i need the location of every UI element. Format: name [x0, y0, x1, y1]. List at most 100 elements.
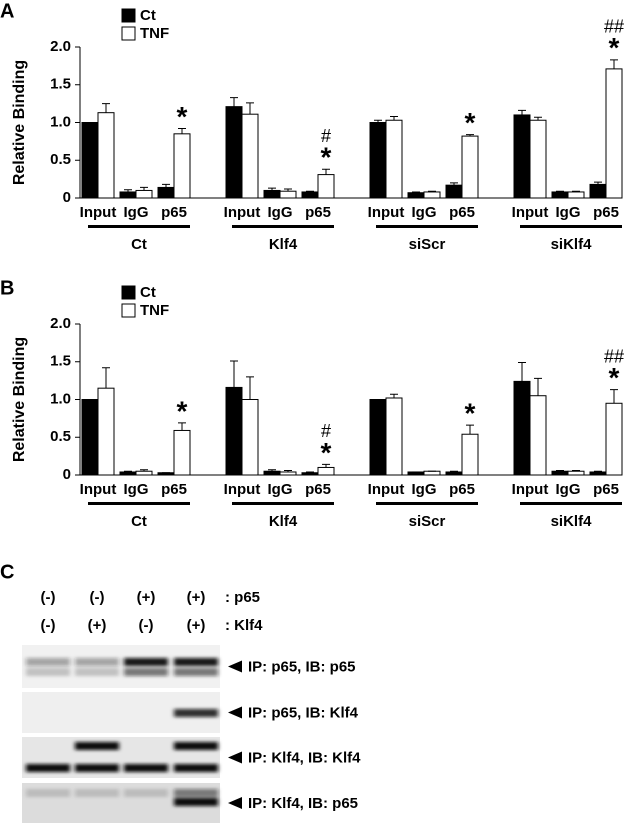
- bar: [423, 191, 441, 199]
- x-tick-label: IgG: [268, 204, 293, 221]
- error-bar: [178, 422, 186, 431]
- bar: [135, 470, 153, 476]
- y-axis-label: Relative Binding: [11, 337, 28, 462]
- group-label: siKlf4: [551, 236, 593, 253]
- x-tick-label: Input: [512, 481, 549, 498]
- error-bar: [306, 471, 314, 473]
- error-bar: [534, 377, 542, 396]
- bar: [445, 471, 463, 476]
- x-tick-label: p65: [593, 204, 619, 221]
- error-bar: [246, 102, 254, 115]
- group-bar: [376, 502, 478, 505]
- annotation: #: [321, 421, 331, 441]
- annotation: *: [321, 437, 332, 468]
- x-tick-label: p65: [305, 204, 331, 221]
- y-tick-label: 0.5: [50, 151, 71, 168]
- panel-label: A: [0, 0, 14, 22]
- error-bar: [140, 469, 148, 472]
- bar: [423, 470, 441, 476]
- x-tick-label: p65: [449, 481, 475, 498]
- x-tick-label: p65: [161, 481, 187, 498]
- error-bar: [466, 134, 474, 137]
- legend-label: Ct: [140, 284, 156, 301]
- error-bar: [428, 190, 436, 192]
- bar: [461, 433, 479, 476]
- x-tick-label: IgG: [124, 481, 149, 498]
- condition-label: : Klf4: [225, 617, 263, 634]
- y-tick-label: 2.0: [50, 315, 71, 332]
- error-bar: [268, 187, 276, 191]
- blot-bands: [174, 709, 218, 717]
- arrowhead: [228, 660, 242, 673]
- arrowhead: [228, 706, 242, 719]
- group-label: Ct: [131, 236, 147, 253]
- x-tick-label: p65: [593, 481, 619, 498]
- error-bar: [140, 186, 148, 191]
- group-label: siScr: [409, 236, 446, 253]
- bar: [529, 119, 547, 199]
- blot-bands: [26, 658, 218, 676]
- x-tick-label: Input: [368, 481, 405, 498]
- y-tick-label: 1.5: [50, 353, 71, 370]
- bar: [369, 122, 387, 199]
- group-bar: [232, 225, 334, 228]
- error-bar: [610, 59, 618, 69]
- condition-state: (+): [187, 617, 206, 634]
- bar: [279, 190, 297, 199]
- y-axis-label: Relative Binding: [11, 60, 28, 185]
- panel-label: B: [0, 277, 14, 299]
- bar: [589, 183, 607, 199]
- error-bar: [284, 188, 292, 192]
- bar: [301, 472, 319, 476]
- blot-band: [174, 709, 218, 717]
- bar: [407, 192, 425, 199]
- error-bar: [390, 393, 398, 398]
- x-tick-label: p65: [161, 204, 187, 221]
- error-bar: [374, 119, 382, 123]
- blot-band: [75, 789, 119, 797]
- group-label: siKlf4: [551, 513, 593, 530]
- blot-band: [124, 668, 168, 676]
- group-bar: [232, 502, 334, 505]
- blot-band: [124, 789, 168, 797]
- panel-label: C: [0, 561, 14, 583]
- annotation: *: [177, 101, 188, 132]
- bar: [241, 113, 259, 199]
- row-label: IP: p65, IB: p65: [248, 658, 356, 675]
- blot-band: [26, 658, 70, 666]
- group-bar: [520, 502, 622, 505]
- x-tick-label: IgG: [556, 204, 581, 221]
- bar: [605, 68, 623, 199]
- condition-state: (+): [187, 589, 206, 606]
- error-bar: [162, 183, 170, 188]
- y-tick-label: 2.0: [50, 38, 71, 55]
- annotation: *: [177, 395, 188, 426]
- annotation: *: [609, 362, 620, 393]
- row-label: IP: p65, IB: Klf4: [248, 704, 359, 721]
- row-label: IP: Klf4, IB: Klf4: [248, 749, 361, 766]
- error-bar: [230, 97, 238, 107]
- bar: [263, 470, 281, 476]
- annotation: *: [465, 398, 476, 429]
- annotation: ##: [604, 17, 624, 37]
- bar: [279, 471, 297, 476]
- error-bar: [534, 116, 542, 121]
- group-bar: [88, 502, 190, 505]
- y-tick-label: 0.5: [50, 428, 71, 445]
- x-tick-label: Input: [80, 481, 117, 498]
- bar: [119, 471, 137, 476]
- bar: [97, 387, 115, 476]
- error-bar: [306, 190, 314, 192]
- x-tick-label: IgG: [556, 481, 581, 498]
- blot-band: [174, 764, 218, 772]
- group-bar: [520, 225, 622, 228]
- bar: [445, 184, 463, 199]
- error-bar: [284, 469, 292, 472]
- annotation: ##: [604, 346, 624, 366]
- group-label: Ct: [131, 513, 147, 530]
- group-label: siScr: [409, 513, 446, 530]
- row-label: IP: Klf4, IB: p65: [248, 795, 358, 812]
- blot-band: [174, 742, 218, 750]
- error-bar: [556, 469, 564, 472]
- error-bar: [390, 115, 398, 121]
